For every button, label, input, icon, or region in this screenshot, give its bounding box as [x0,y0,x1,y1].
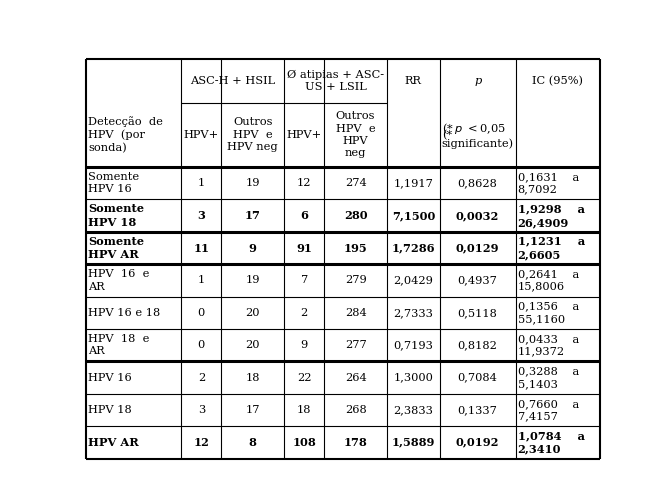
Text: HPV+: HPV+ [287,130,322,140]
Text: 268: 268 [344,405,366,415]
Text: 178: 178 [344,437,367,448]
Text: 0,8182: 0,8182 [458,340,498,350]
Text: 0,5118: 0,5118 [458,308,498,318]
Text: 0,7193: 0,7193 [393,340,433,350]
Text: 0,4937: 0,4937 [458,275,498,285]
Text: 17: 17 [245,405,260,415]
Text: 2: 2 [198,372,205,382]
Text: 284: 284 [344,308,366,318]
Text: 0,8628: 0,8628 [458,178,498,188]
Text: 0,2641    a
15,8006: 0,2641 a 15,8006 [518,269,579,292]
Text: IC (95%): IC (95%) [533,76,584,86]
Text: (* $p$  < 0,05
significante): (* $p$ < 0,05 significante) [442,121,514,149]
Text: 1,9298    a
26,4909: 1,9298 a 26,4909 [518,203,585,228]
Text: (*: (* [442,130,452,140]
Text: 3: 3 [198,210,205,221]
Text: 7,1500: 7,1500 [392,210,435,221]
Text: 6: 6 [300,210,308,221]
Text: 2,3833: 2,3833 [393,405,433,415]
Text: 1,5889: 1,5889 [392,437,435,448]
Text: Somente
HPV 16: Somente HPV 16 [88,172,139,195]
Text: 264: 264 [344,372,366,382]
Text: p: p [474,76,481,86]
Text: HPV  18  e
AR: HPV 18 e AR [88,334,150,357]
Text: 195: 195 [344,242,367,253]
Text: 280: 280 [344,210,367,221]
Text: 0,0433    a
11,9372: 0,0433 a 11,9372 [518,334,579,357]
Text: 108: 108 [292,437,316,448]
Text: 9: 9 [301,340,308,350]
Text: 1,1917: 1,1917 [393,178,433,188]
Text: 0,0192: 0,0192 [456,437,499,448]
Text: HPV 16: HPV 16 [88,372,132,382]
Text: Outros
HPV  e
HPV
neg: Outros HPV e HPV neg [336,111,375,158]
Text: HPV+: HPV+ [184,130,219,140]
Text: 91: 91 [296,242,312,253]
Text: Detecção  de
HPV  (por
sonda): Detecção de HPV (por sonda) [88,117,163,153]
Text: Somente
HPV AR: Somente HPV AR [88,236,145,261]
Text: 19: 19 [245,178,260,188]
Text: 0,7660    a
7,4157: 0,7660 a 7,4157 [518,399,579,421]
Text: 18: 18 [245,372,260,382]
Text: Somente
HPV 18: Somente HPV 18 [88,203,145,228]
Text: 9: 9 [249,242,257,253]
Text: 18: 18 [297,405,312,415]
Text: 20: 20 [245,340,260,350]
Text: 1: 1 [198,178,205,188]
Text: Outros
HPV  e
HPV neg: Outros HPV e HPV neg [227,118,278,152]
Text: ASC-H + HSIL: ASC-H + HSIL [190,76,275,86]
Text: 1,0784    a
2,3410: 1,0784 a 2,3410 [518,430,585,455]
Text: 1,7286: 1,7286 [392,242,436,253]
Text: 3: 3 [198,405,205,415]
Text: 277: 277 [344,340,366,350]
Text: 0,1356    a
55,1160: 0,1356 a 55,1160 [518,302,579,324]
Text: 2,7333: 2,7333 [393,308,433,318]
Text: 0,1337: 0,1337 [458,405,498,415]
Text: 7: 7 [301,275,308,285]
Text: 12: 12 [297,178,312,188]
Text: HPV 16 e 18: HPV 16 e 18 [88,308,161,318]
Text: 22: 22 [297,372,312,382]
Text: RR: RR [405,76,422,86]
Text: 2: 2 [301,308,308,318]
Text: 1: 1 [198,275,205,285]
Text: 8: 8 [249,437,257,448]
Text: 0,0032: 0,0032 [456,210,499,221]
Text: 0,7084: 0,7084 [458,372,498,382]
Text: 12: 12 [194,437,209,448]
Text: HPV AR: HPV AR [88,437,139,448]
Text: 0,0129: 0,0129 [456,242,499,253]
Text: 11: 11 [194,242,209,253]
Text: 17: 17 [245,210,261,221]
Text: 0,3288    a
5,1403: 0,3288 a 5,1403 [518,366,579,389]
Text: 1,1231    a
2,6605: 1,1231 a 2,6605 [518,236,585,261]
Text: 2,0429: 2,0429 [393,275,433,285]
Text: 1,3000: 1,3000 [393,372,433,382]
Text: 274: 274 [344,178,366,188]
Text: HPV 18: HPV 18 [88,405,132,415]
Text: Ø atipias + ASC-
US + LSIL: Ø atipias + ASC- US + LSIL [287,70,384,92]
Text: 0,1631    a
8,7092: 0,1631 a 8,7092 [518,172,579,195]
Text: 20: 20 [245,308,260,318]
Text: 279: 279 [344,275,366,285]
Text: 19: 19 [245,275,260,285]
Text: 0: 0 [198,340,205,350]
Text: HPV  16  e
AR: HPV 16 e AR [88,269,150,292]
Text: 0: 0 [198,308,205,318]
